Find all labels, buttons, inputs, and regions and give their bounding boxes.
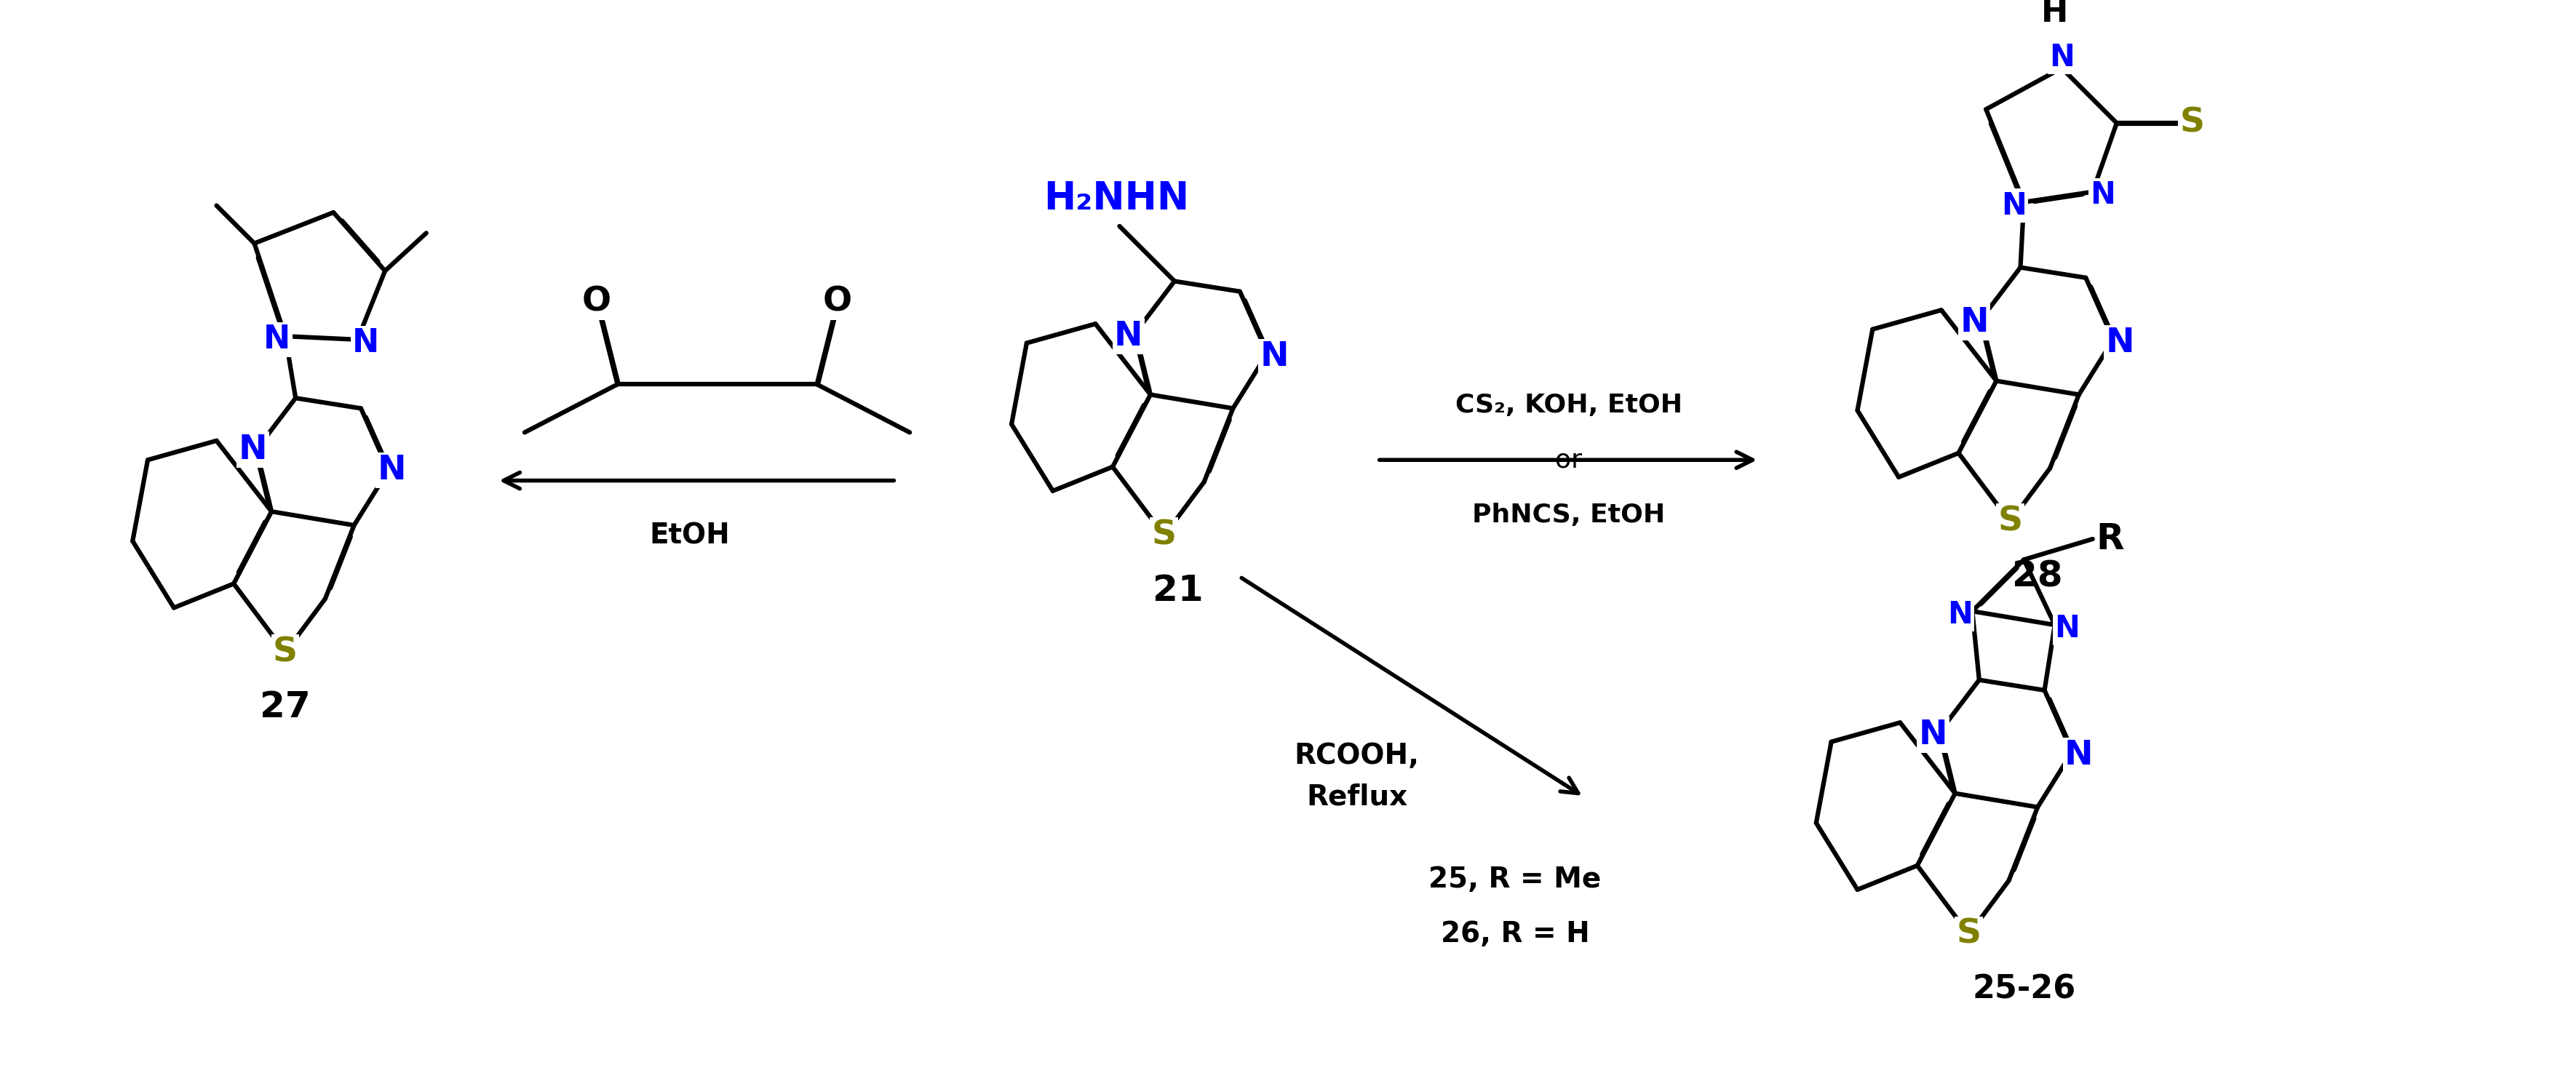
Text: S: S xyxy=(1955,918,1981,950)
Text: N: N xyxy=(2048,42,2074,74)
Text: N: N xyxy=(1947,599,1973,630)
Text: N: N xyxy=(2056,613,2079,643)
Text: N: N xyxy=(379,454,407,486)
Text: N: N xyxy=(1113,320,1144,352)
Text: or: or xyxy=(1556,448,1582,472)
Text: N: N xyxy=(353,328,379,359)
Text: N: N xyxy=(2089,179,2115,211)
Text: N: N xyxy=(2063,739,2094,772)
Text: 25-26: 25-26 xyxy=(1973,974,2076,1005)
Text: N: N xyxy=(2002,190,2027,221)
Text: S: S xyxy=(2179,107,2205,139)
Text: CS₂, KOH, EtOH: CS₂, KOH, EtOH xyxy=(1455,392,1682,417)
Text: R: R xyxy=(2097,521,2123,557)
Text: Reflux: Reflux xyxy=(1306,783,1406,811)
Text: PhNCS, EtOH: PhNCS, EtOH xyxy=(1471,503,1664,528)
Text: H₂NHN: H₂NHN xyxy=(1043,179,1190,217)
Text: 27: 27 xyxy=(260,690,312,725)
Text: S: S xyxy=(1151,519,1177,552)
Text: 28: 28 xyxy=(2012,559,2063,595)
Text: S: S xyxy=(1999,506,2022,538)
Text: 21: 21 xyxy=(1151,573,1203,608)
Text: N: N xyxy=(240,433,268,466)
Text: RCOOH,: RCOOH, xyxy=(1293,742,1419,770)
Text: N: N xyxy=(1919,719,1947,751)
Text: N: N xyxy=(1260,341,1288,373)
Text: N: N xyxy=(263,324,291,356)
Text: O: O xyxy=(822,285,853,318)
Text: EtOH: EtOH xyxy=(649,522,729,549)
Text: 26, R = H: 26, R = H xyxy=(1440,921,1589,948)
Text: O: O xyxy=(582,285,611,318)
Text: 25, R = Me: 25, R = Me xyxy=(1430,866,1602,893)
Text: N: N xyxy=(2105,326,2136,359)
Text: N: N xyxy=(1960,306,1989,338)
Text: H: H xyxy=(2040,0,2069,29)
Text: S: S xyxy=(273,636,299,669)
